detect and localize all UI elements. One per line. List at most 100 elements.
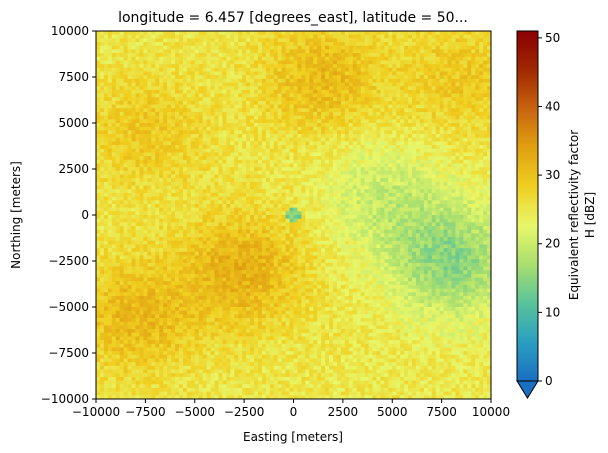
heatmap-cell <box>344 53 350 58</box>
heatmap-cell <box>352 134 358 139</box>
heatmap-cell <box>96 93 101 98</box>
heatmap-cell <box>400 181 405 186</box>
heatmap-cell <box>427 167 433 172</box>
heatmap-cell <box>218 97 223 102</box>
heatmap-cell <box>447 141 452 146</box>
heatmap-cell <box>384 167 389 172</box>
heatmap-cell <box>103 60 109 65</box>
heatmap-cell <box>380 178 385 183</box>
heatmap-cell <box>206 156 211 161</box>
heatmap-cell <box>135 82 140 87</box>
heatmap-cell <box>163 200 168 205</box>
heatmap-cell <box>400 174 405 179</box>
heatmap-cell <box>250 97 255 102</box>
heatmap-cell <box>317 137 322 142</box>
heatmap-cell <box>459 126 464 131</box>
heatmap-cell <box>186 93 192 98</box>
heatmap-cell <box>404 159 409 164</box>
heatmap-cell <box>265 170 271 175</box>
heatmap-cell <box>175 75 180 80</box>
heatmap-cell <box>313 93 318 98</box>
heatmap-cell <box>167 64 172 69</box>
heatmap-cell <box>293 130 298 135</box>
heatmap-cell <box>210 31 215 36</box>
heatmap-cell <box>301 31 306 36</box>
heatmap-cell <box>99 189 105 194</box>
heatmap-cell <box>431 170 437 175</box>
heatmap-cell <box>325 189 330 194</box>
heatmap-cell <box>127 211 132 216</box>
heatmap-cell <box>451 152 456 157</box>
heatmap-cell <box>352 167 358 172</box>
heatmap-cell <box>230 123 235 128</box>
heatmap-cell <box>463 189 468 194</box>
heatmap-cell <box>99 181 105 186</box>
heatmap-cell <box>297 49 302 54</box>
heatmap-cell <box>234 97 239 102</box>
heatmap-cell <box>483 34 488 39</box>
heatmap-cell <box>305 45 310 50</box>
heatmap-cell <box>119 174 125 179</box>
heatmap-cell <box>317 159 322 164</box>
heatmap-cell <box>431 75 437 80</box>
heatmap-cell <box>182 159 188 164</box>
heatmap-cell <box>250 56 255 61</box>
heatmap-cell <box>435 89 441 94</box>
heatmap-cell <box>340 207 346 212</box>
heatmap-cell <box>419 100 425 105</box>
heatmap-cell <box>135 174 140 179</box>
heatmap-cell <box>483 141 488 146</box>
heatmap-cell <box>218 189 223 194</box>
heatmap-cell <box>388 104 393 109</box>
heatmap-cell <box>234 141 239 146</box>
heatmap-cell <box>317 97 322 102</box>
heatmap-cell <box>246 156 251 161</box>
heatmap-cell <box>206 38 211 43</box>
heatmap-cell <box>186 111 192 117</box>
heatmap-cell <box>99 42 105 47</box>
heatmap-cell <box>459 189 464 194</box>
heatmap-cell <box>305 75 310 80</box>
heatmap-cell <box>360 181 365 186</box>
heatmap-cell <box>250 60 255 65</box>
heatmap-cell <box>352 86 358 91</box>
heatmap-cell <box>380 71 385 76</box>
heatmap-cell <box>167 137 172 142</box>
heatmap-cell <box>372 148 377 153</box>
heatmap-cell <box>254 82 259 87</box>
heatmap-cell <box>404 200 409 205</box>
heatmap-cell <box>135 189 140 194</box>
heatmap-cell <box>198 145 204 150</box>
heatmap-cell <box>368 148 373 153</box>
heatmap-cell <box>261 192 267 197</box>
heatmap-cell <box>388 141 393 146</box>
heatmap-cell <box>206 67 211 72</box>
heatmap-cell <box>447 145 452 150</box>
heatmap-cell <box>171 189 176 194</box>
heatmap-cell <box>487 159 492 164</box>
heatmap-cell <box>317 86 322 91</box>
heatmap-cell <box>321 189 326 194</box>
heatmap-cell <box>257 100 263 105</box>
heatmap-cell <box>214 189 219 194</box>
heatmap-cell <box>111 200 117 205</box>
heatmap-cell <box>273 82 279 87</box>
heatmap-cell <box>147 31 152 36</box>
heatmap-cell <box>368 119 373 124</box>
heatmap-cell <box>360 45 365 50</box>
heatmap-cell <box>281 145 286 150</box>
heatmap-cell <box>380 53 385 58</box>
heatmap-cell <box>471 49 476 54</box>
heatmap-cell <box>447 34 452 39</box>
heatmap-cell <box>194 86 200 91</box>
heatmap-cell <box>175 56 180 61</box>
heatmap-cell <box>293 196 298 201</box>
heatmap-cell <box>151 170 156 175</box>
heatmap-cell <box>309 49 314 54</box>
heatmap-cell <box>423 108 429 113</box>
heatmap-cell <box>178 123 184 128</box>
heatmap-cell <box>131 200 136 205</box>
heatmap-cell <box>471 93 476 98</box>
heatmap-cell <box>143 185 148 190</box>
heatmap-cell <box>344 200 350 205</box>
